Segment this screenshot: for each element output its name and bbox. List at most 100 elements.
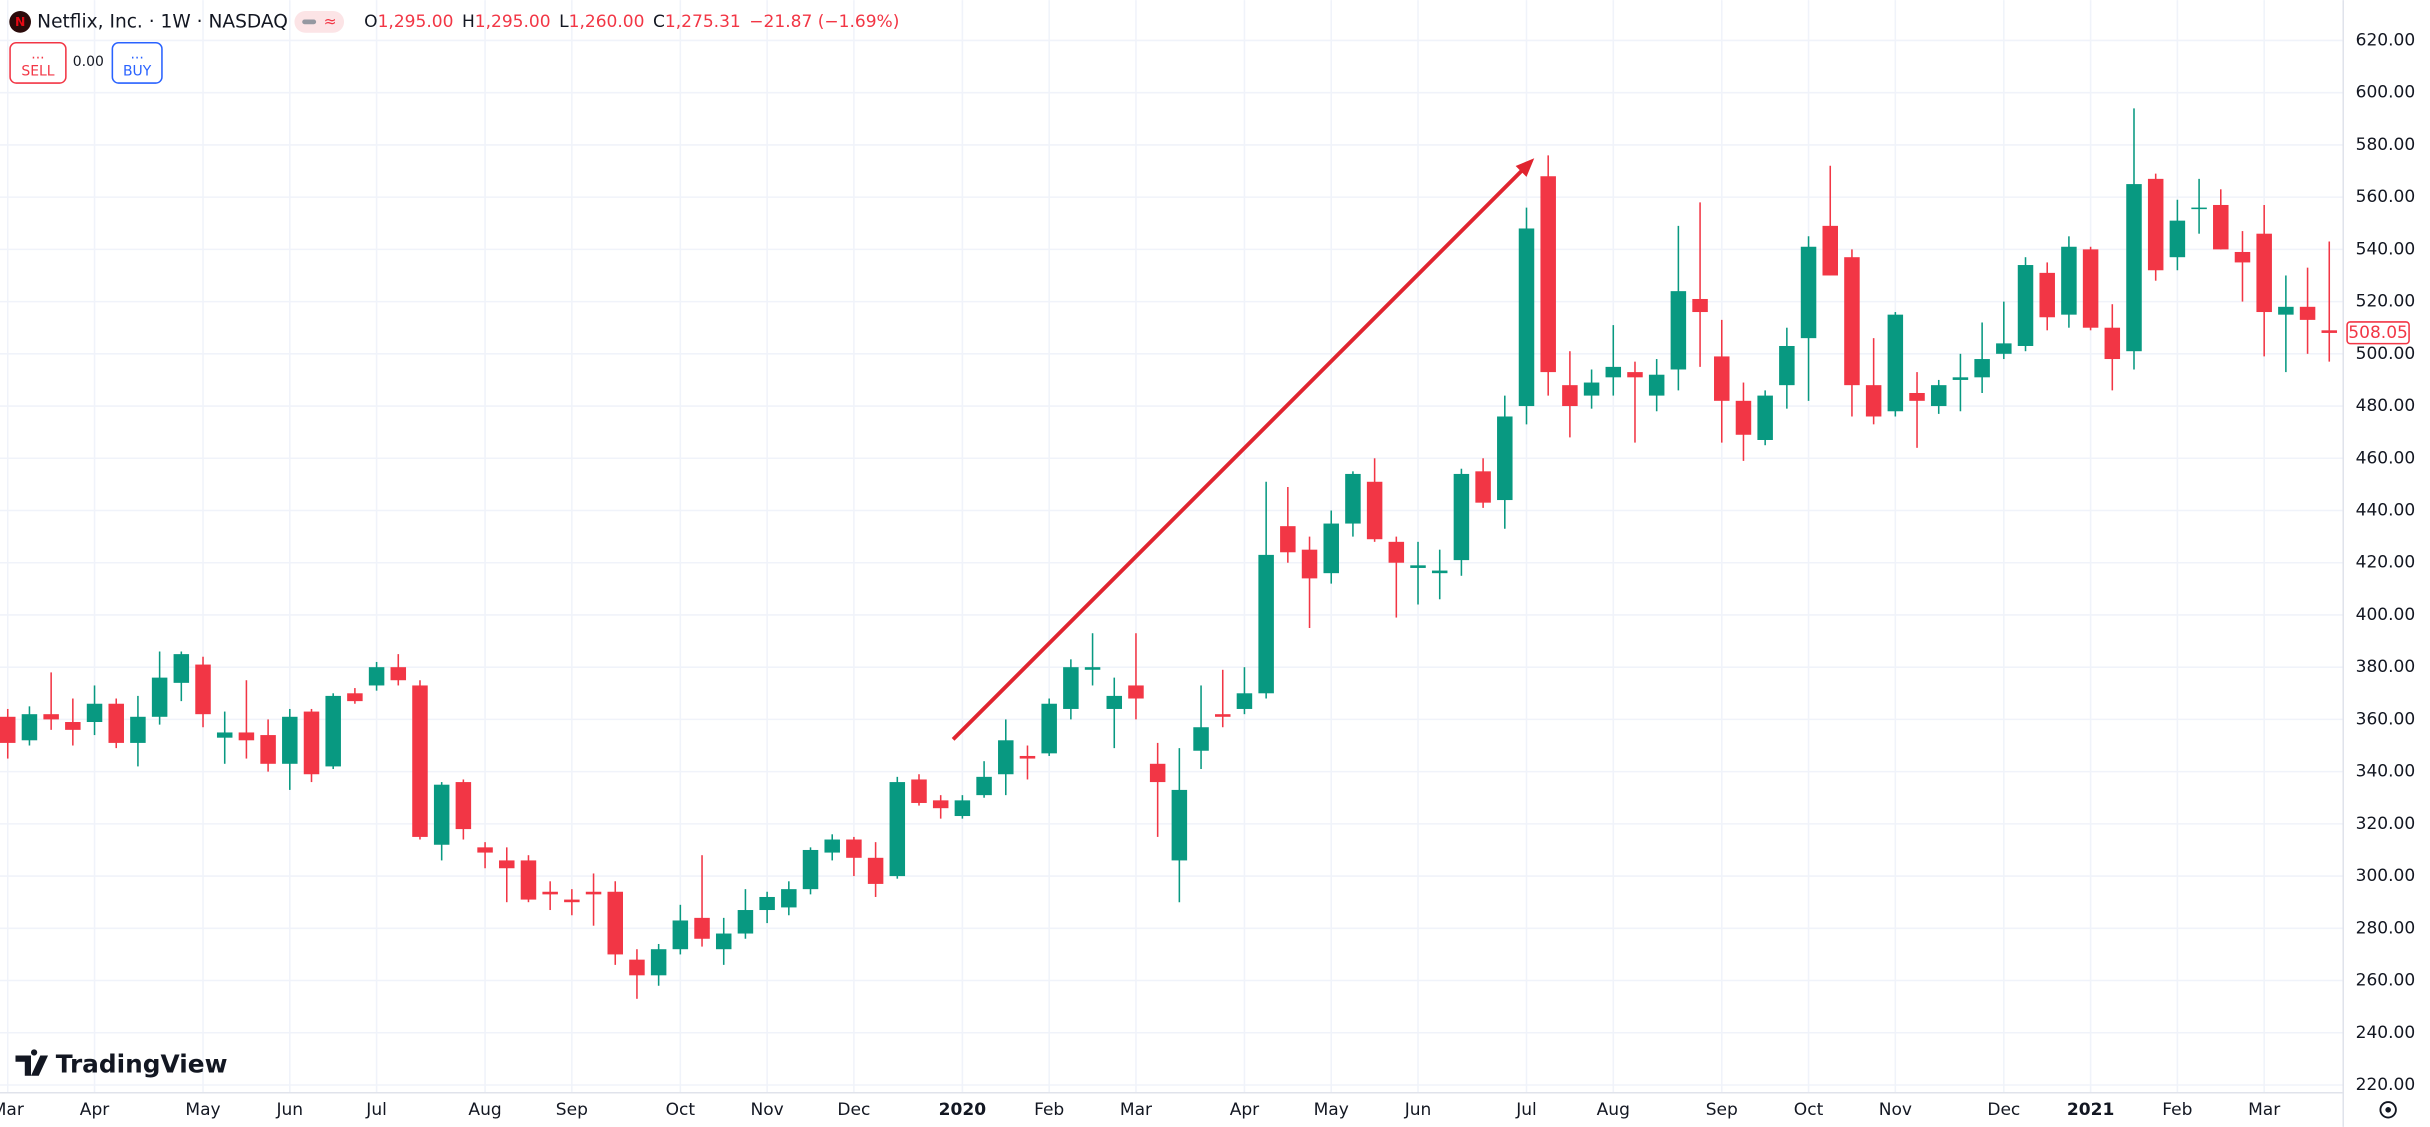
- candle-body: [2213, 204, 2229, 250]
- x-tick-label: May: [185, 1100, 220, 1120]
- change: −21.87 (−1.69%): [749, 12, 899, 32]
- candle-body: [2299, 306, 2316, 320]
- sell-button[interactable]: [9, 42, 67, 84]
- candle-body: [2169, 220, 2186, 258]
- y-tick-label: 560.00: [2356, 187, 2416, 207]
- settings-gear[interactable]: [2379, 1101, 2397, 1119]
- candle-body: [954, 800, 971, 817]
- candle-body: [1149, 763, 1166, 783]
- candle-body: [672, 920, 689, 950]
- candle-body: [1063, 667, 1079, 709]
- candle-body: [759, 896, 775, 911]
- candle-body: [1714, 356, 1730, 401]
- candle-body: [195, 664, 211, 715]
- y-tick-label: 320.00: [2356, 814, 2416, 834]
- candle-body: [737, 910, 754, 934]
- status-dot: [302, 19, 317, 25]
- candle-body: [1280, 526, 1296, 553]
- candle-body: [1562, 385, 1578, 407]
- candle-body: [998, 740, 1014, 775]
- candle-body: [1518, 228, 1535, 407]
- candle-body: [2256, 233, 2272, 313]
- candle-body: [412, 685, 428, 837]
- last-price-box: [2346, 321, 2410, 345]
- candle-body: [455, 782, 472, 830]
- candle-body: [1215, 714, 1231, 717]
- symbol-logo-letter: N: [15, 14, 25, 29]
- candle-body: [1041, 703, 1057, 754]
- x-tick-label: Jun: [1404, 1100, 1432, 1120]
- candle-body: [1323, 523, 1339, 574]
- status-pill[interactable]: [294, 11, 345, 33]
- y-tick-label: 260.00: [2356, 971, 2416, 991]
- candle-body: [1084, 667, 1101, 670]
- candle-body: [1670, 291, 1687, 370]
- candle-body: [347, 693, 363, 702]
- ohlc-value: 1,295.00: [475, 12, 551, 32]
- arrow-line: [951, 169, 1524, 741]
- candle-body: [2126, 184, 2142, 352]
- candle-body: [607, 891, 623, 955]
- candle-body: [1605, 366, 1622, 378]
- y-tick-label: 420.00: [2356, 553, 2416, 573]
- x-tick-label: 2020: [939, 1100, 987, 1120]
- y-tick-label: 520.00: [2356, 292, 2416, 312]
- candle-body: [1692, 298, 1708, 313]
- ohlc-key: L: [559, 12, 569, 32]
- x-tick-label: Apr: [1230, 1100, 1259, 1120]
- x-tick-label: Mar: [0, 1100, 24, 1120]
- candle-body: [1475, 471, 1491, 503]
- y-tick-label: 340.00: [2356, 762, 2416, 782]
- candle-body: [65, 722, 81, 730]
- x-tick-label: Sep: [1706, 1100, 1738, 1120]
- trade-buttons: ... SELL 0.00 ... BUY: [9, 42, 163, 84]
- settings-center: [2385, 1106, 2391, 1113]
- x-tick-label: Mar: [1120, 1100, 1152, 1120]
- candle-body: [2147, 178, 2164, 271]
- candle-body: [1345, 473, 1361, 524]
- x-tick-label: Nov: [1879, 1100, 1912, 1120]
- candle-body: [43, 714, 59, 720]
- candle-body: [1431, 570, 1448, 574]
- x-tick-label: Apr: [80, 1100, 109, 1120]
- y-tick-label: 240.00: [2356, 1023, 2416, 1043]
- candle-body: [1822, 225, 1838, 276]
- candle-body: [542, 891, 558, 895]
- candle-body: [629, 959, 645, 976]
- candle-body: [694, 917, 710, 939]
- candle-body: [477, 847, 493, 853]
- candle-body: [1366, 481, 1383, 540]
- candle-body: [1106, 695, 1123, 709]
- buy-button[interactable]: [111, 42, 163, 84]
- spread: 0.00: [73, 54, 104, 70]
- candle-body: [1996, 343, 2012, 354]
- candle-body: [260, 735, 276, 764]
- x-tick-label: Nov: [750, 1100, 783, 1120]
- status-wave: ≈: [324, 12, 337, 30]
- candle-body: [2234, 251, 2251, 263]
- candle-body: [130, 716, 146, 743]
- candle-body: [1258, 554, 1274, 694]
- trend-arrow: [951, 158, 1535, 741]
- candle-body: [390, 667, 407, 681]
- x-tick-label: Oct: [1794, 1100, 1824, 1120]
- candle-body: [564, 899, 580, 903]
- candle-body: [499, 860, 515, 869]
- tradingview-logo: TradingView: [15, 1049, 228, 1079]
- candle-body: [238, 732, 255, 741]
- candle-body: [1779, 345, 1795, 386]
- candles: [0, 108, 2338, 999]
- x-tick-label: Dec: [1987, 1100, 2020, 1120]
- logo-mark: [15, 1049, 49, 1076]
- ohlc-value: 1,295.00: [378, 12, 454, 32]
- logo-text: TradingView: [56, 1050, 228, 1079]
- x-tick-label: Jul: [365, 1100, 387, 1120]
- y-tick-label: 580.00: [2356, 135, 2416, 155]
- candle-body: [1583, 382, 1600, 396]
- candle-body: [1844, 257, 1860, 386]
- settings-icon[interactable]: [2379, 1101, 2397, 1119]
- candle-body: [1540, 176, 1556, 373]
- candle-body: [802, 849, 819, 890]
- candle-body: [1388, 541, 1405, 563]
- ohlc-key: C: [653, 12, 665, 32]
